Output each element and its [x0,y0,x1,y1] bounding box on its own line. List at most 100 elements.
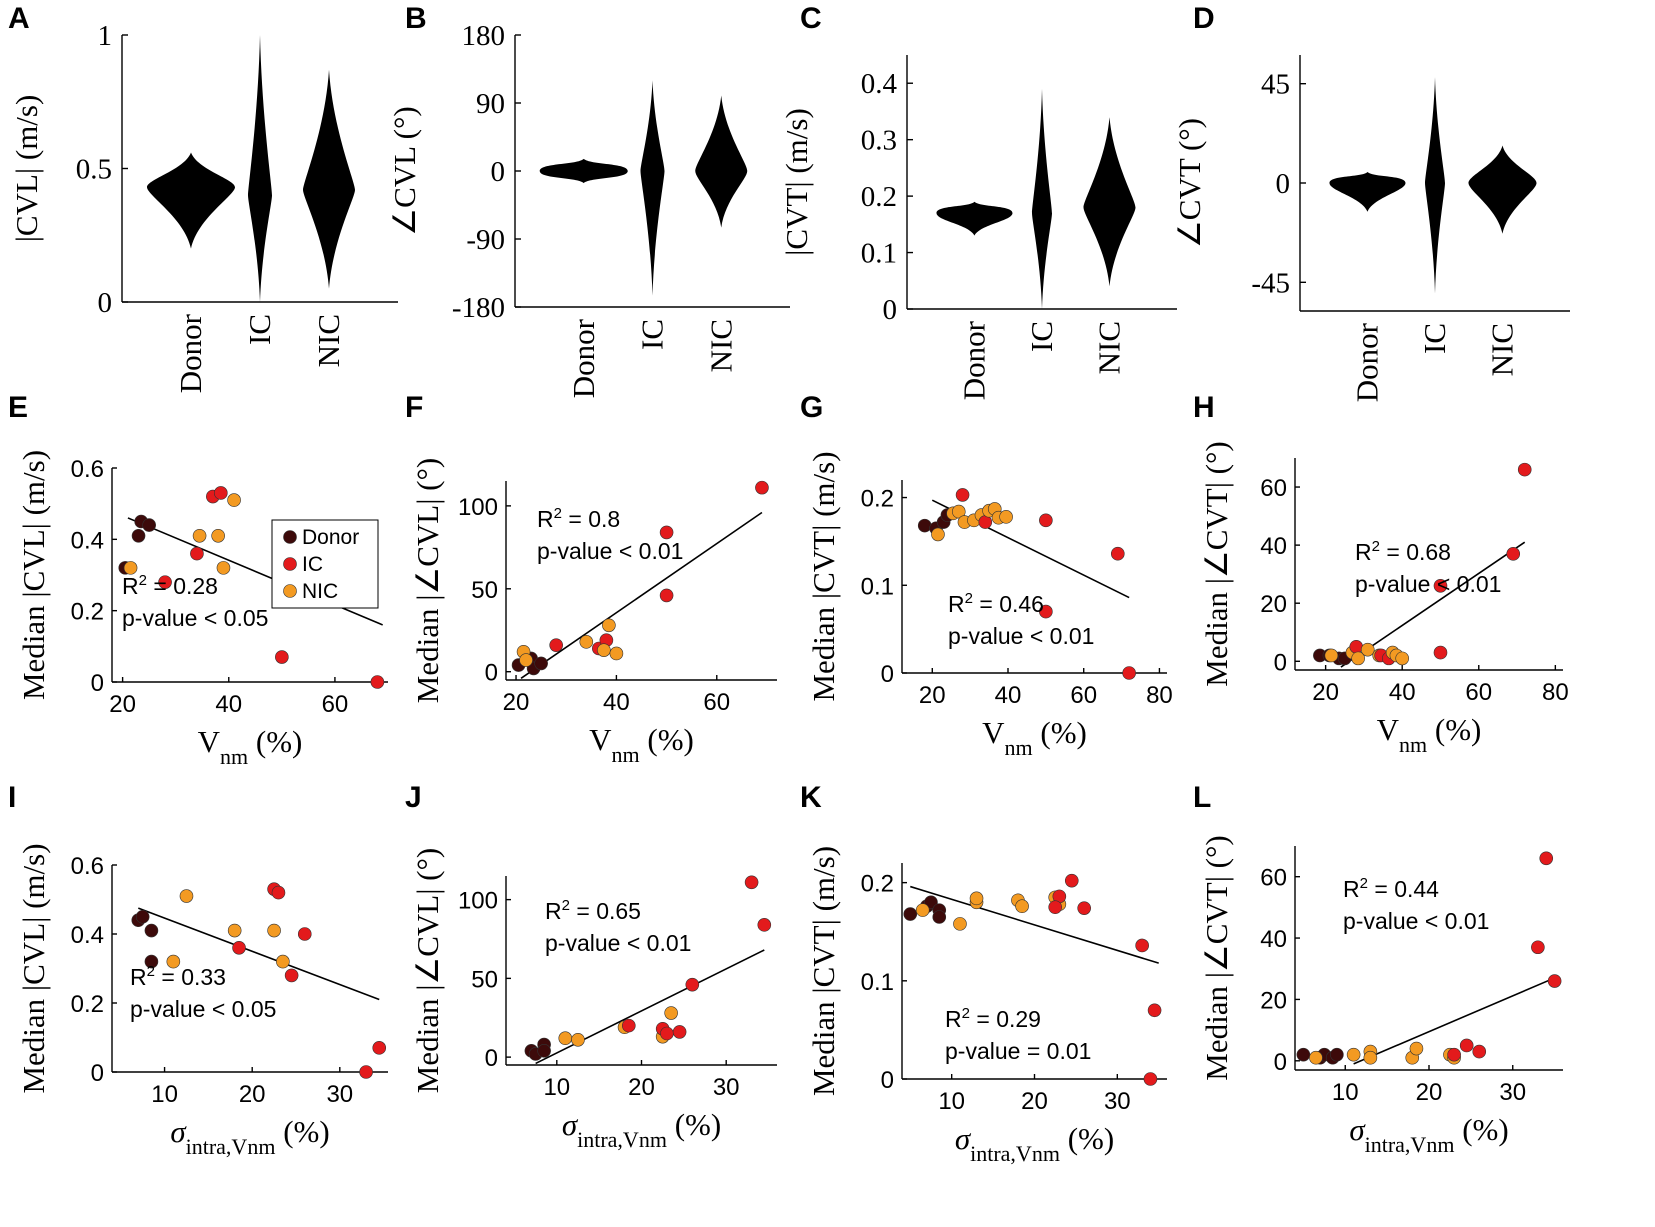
scatter-point-nic [558,1031,573,1046]
y-tick-label: 100 [458,888,498,915]
x-axis-label-subscript: nm [1399,732,1427,757]
scatter-point-ic [660,1026,674,1041]
scatter-point-ic [1048,900,1063,914]
scatter-point-donor [1330,1047,1344,1062]
r-squared-value: 0.65 [596,898,641,924]
y-axis-label: Median |CVT| (m/s) [806,451,841,701]
scatter-point-ic [978,515,993,529]
y-tick-label: 60 [1260,475,1287,502]
y-tick-label: 0.1 [861,969,894,996]
scatter-point-nic [1324,648,1339,663]
y-tick-label: 180 [462,20,506,52]
scatter-point-donor [537,1044,551,1058]
x-tick-label: 30 [1104,1088,1131,1115]
panel-label-d: D [1193,2,1215,35]
x-tick-label: 80 [1146,682,1173,709]
p-value-annotation: p-value < 0.01 [537,538,683,564]
y-axis-label: Median |CVT| (m/s) [806,846,841,1096]
x-tick-label: 30 [713,1074,740,1101]
panel-label-c: C [800,2,822,35]
scatter-point-ic [1433,578,1448,593]
x-axis-label-subscript: nm [1005,735,1033,760]
scatter-point-ic [549,638,563,652]
y-tick-label: 0.3 [861,125,897,157]
r-squared-annotation: R2 = 0.44 [1343,875,1439,902]
panel-h: H 0 20 40 60 20 40 60 80 Median |∠CVT| (°) Vnm (%)… [1193,391,1569,757]
scatter-point-donor [142,518,156,532]
x-axis-label-main: V [1377,712,1400,747]
x-axis-label: Vnm (%) [589,722,694,767]
x-axis-label-main: V [198,724,221,759]
violin-ic [248,35,272,302]
panel-label-l: L [1193,781,1211,814]
r-squared-annotation: R2 = 0.68 [1355,538,1451,565]
panel-label-h: H [1193,391,1215,424]
violin-nic [303,69,355,289]
violin-ic [640,80,665,296]
panel-label-b: B [405,2,427,35]
y-axis-label: ∠CVT (°) [1172,118,1207,248]
y-tick-label: 0 [1274,1049,1287,1076]
x-tick-label: 80 [1542,679,1569,706]
r-squared-exponent: 2 [562,897,570,914]
x-tick-label: 20 [239,1081,266,1108]
scatter-point-nic [123,561,138,575]
r-squared-exponent: 2 [965,590,973,607]
category-label: IC [1417,323,1452,354]
scatter-point-nic [192,528,207,543]
r-squared-annotation: R2 = 0.46 [948,590,1044,617]
y-axis-label: ∠CVL (°) [387,106,422,235]
scatter-point-ic [1539,851,1554,866]
legend-label-donor: Donor [302,526,359,549]
r-squared-value: 0.8 [588,506,620,532]
scatter-point-nic [227,493,241,507]
category-label: Donor [957,320,992,400]
y-tick-label: 0 [485,660,498,687]
y-tick-label: 0 [881,661,894,688]
y-tick-label: -90 [466,224,505,256]
legend-label-nic: NIC [302,580,338,603]
scatter-point-ic [1135,938,1149,953]
x-axis-label: σintra,Vnm (%) [1349,1112,1508,1157]
y-axis-label: Median |∠CVT| (°) [1199,835,1234,1080]
x-axis-label-main: V [982,715,1005,750]
y-tick-label: 50 [471,966,498,993]
x-tick-label: 30 [326,1081,353,1108]
y-tick-label: 0 [881,1067,894,1094]
r-squared-prefix: = [970,1006,996,1032]
scatter-point-nic [1346,1047,1361,1062]
scatter-point-ic [372,1041,387,1055]
y-tick-label: 45 [1261,69,1290,101]
violin-donor [147,152,235,249]
scatter-point-ic [744,875,759,890]
r-squared-prefix: = [973,591,999,617]
panel-label-f: F [405,391,423,424]
r-squared-value: 0.68 [1406,539,1451,565]
panel-a: A 0 0.5 1 |CVL| (m/s) Donor IC NIC [8,2,398,393]
x-axis-label-unit: (%) [640,722,694,757]
panel-f: F 0 50 100 20 40 60 Median |∠CVL| (°) Vnm (%) R2 … [405,391,777,767]
x-axis-label-main: σ [1349,1112,1366,1147]
scatter-point-donor [144,954,159,969]
x-axis-label-main: σ [562,1107,579,1142]
y-tick-label: 20 [1260,591,1287,618]
category-label: Donor [173,313,208,393]
y-tick-label: 0.6 [71,853,104,880]
x-tick-label: 20 [919,682,946,709]
r-squared-label: R [1343,876,1360,902]
scatter-point-ic [1143,1072,1158,1086]
x-axis-label-unit: (%) [248,724,302,759]
panel-label-a: A [8,2,30,35]
category-label: NIC [311,314,346,367]
panel-label-e: E [8,391,28,424]
r-squared-annotation: R2 = 0.33 [130,963,226,990]
panel-label-j: J [405,781,422,814]
r-squared-label: R [545,898,562,924]
r-squared-value: 0.44 [1394,876,1439,902]
y-tick-label: 50 [471,577,498,604]
scatter-point-ic [1039,513,1053,528]
p-value-annotation: p-value < 0.01 [1343,908,1489,934]
r-squared-label: R [1355,539,1372,565]
scatter-point-ic [1472,1044,1487,1059]
